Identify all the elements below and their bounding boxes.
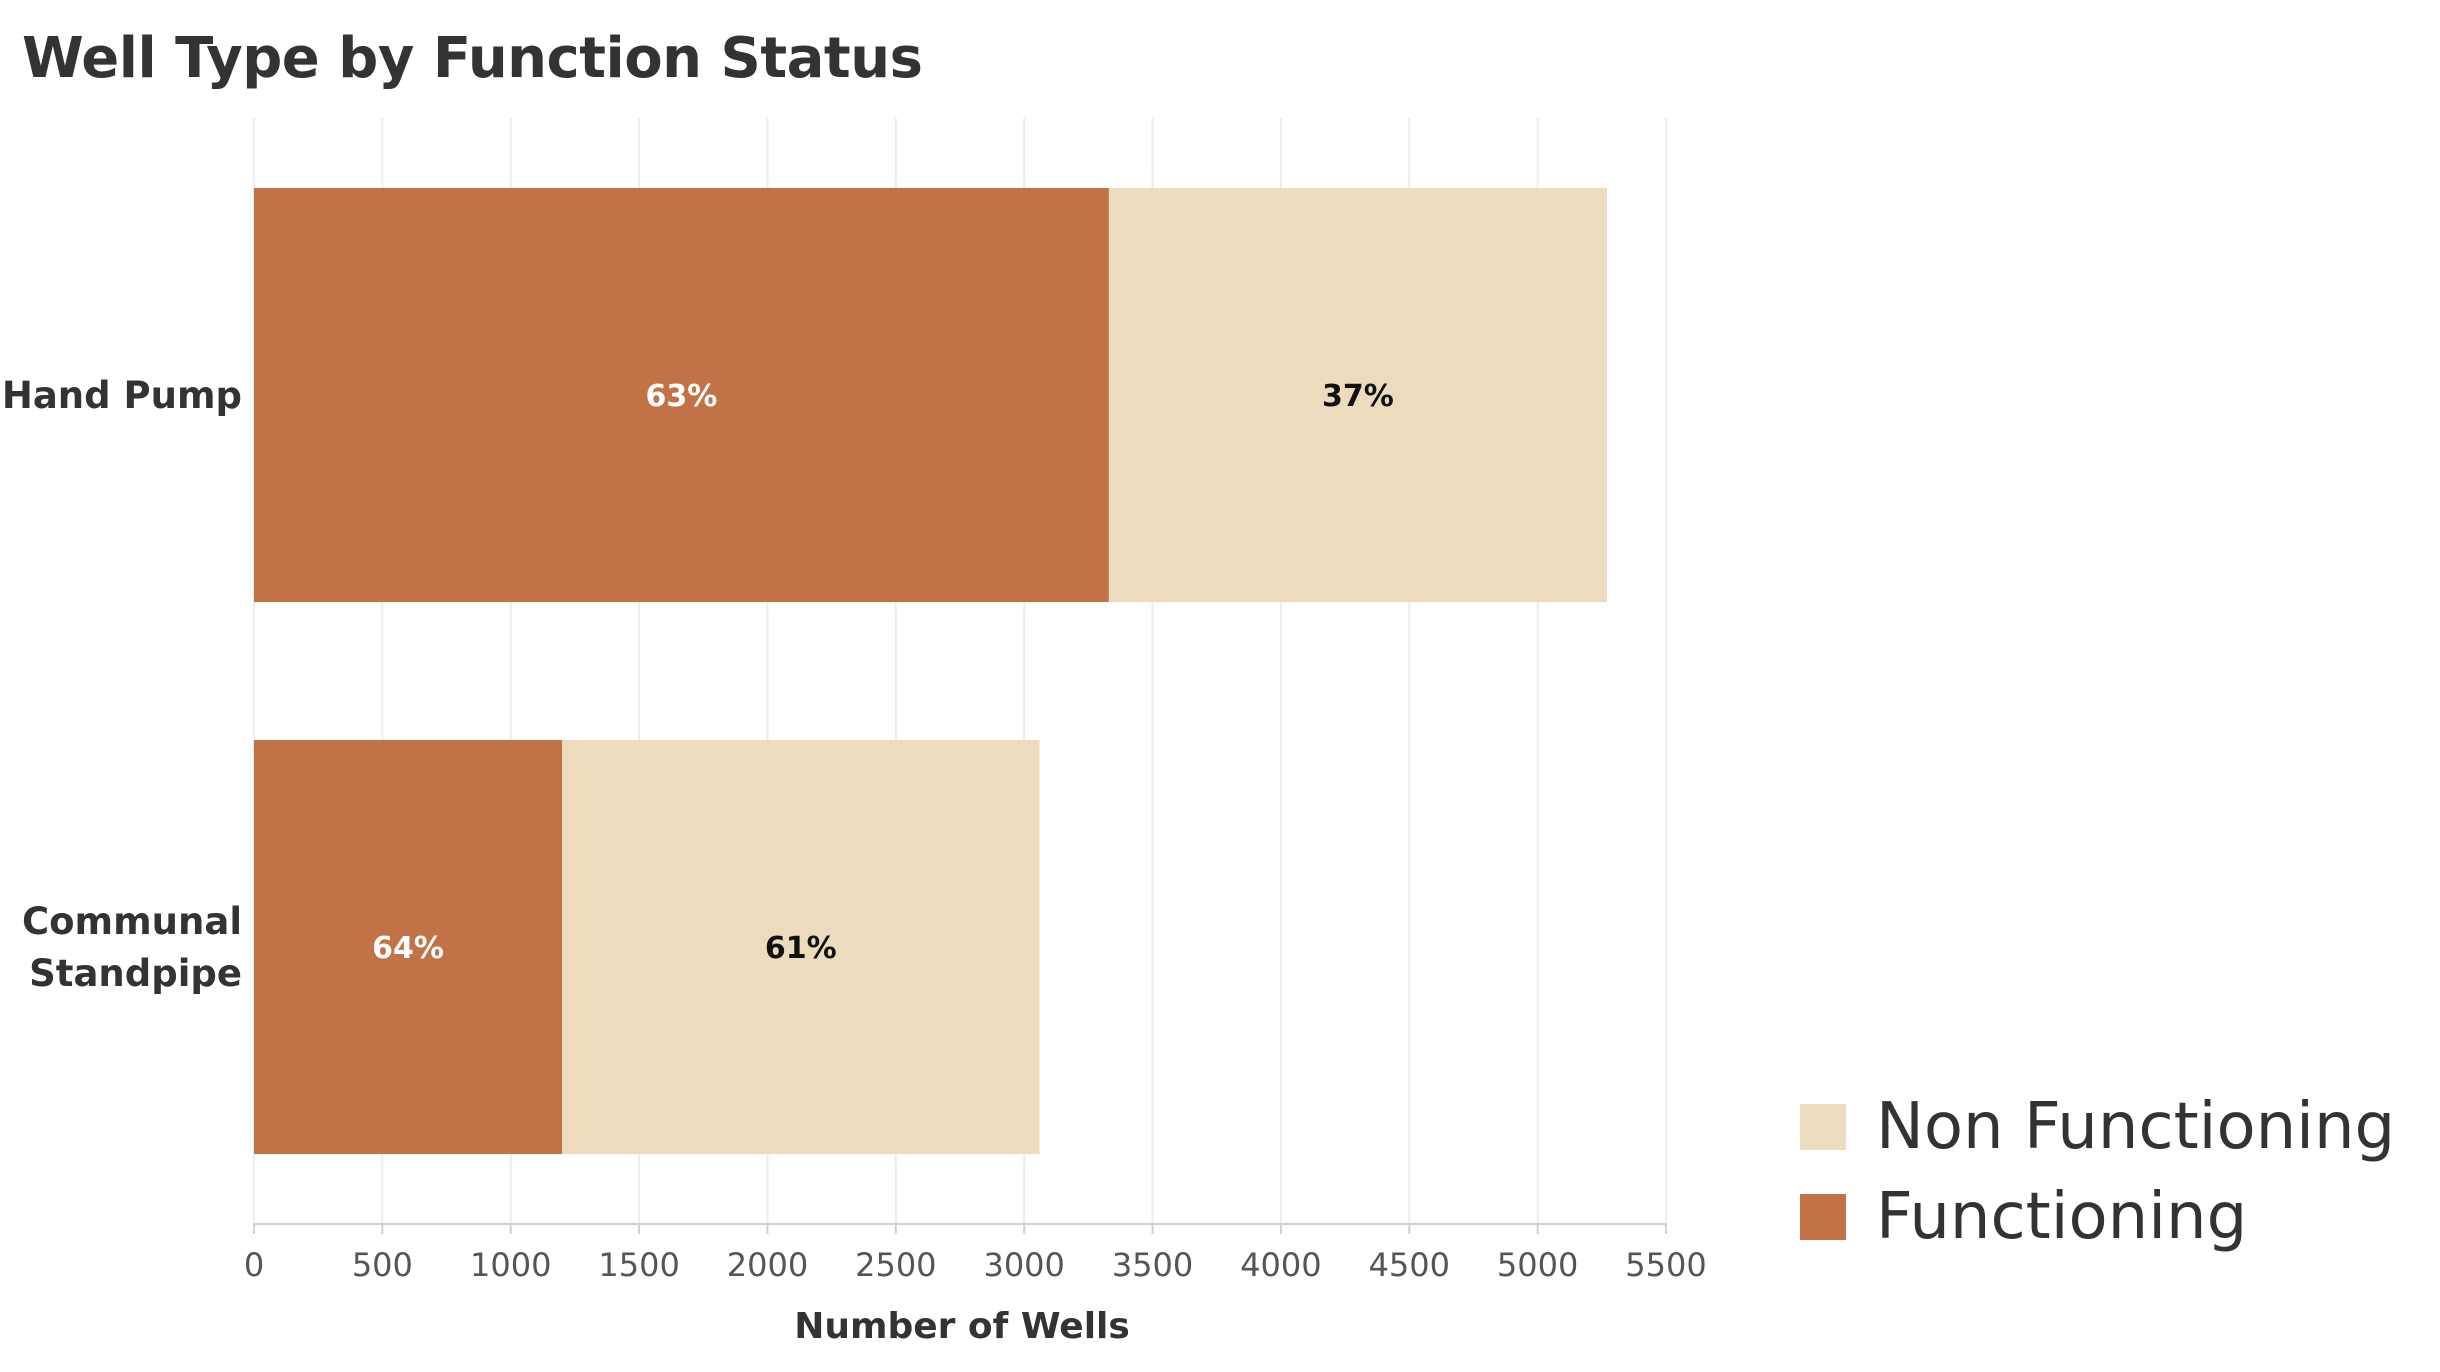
x-axis-title: Number of Wells bbox=[794, 1306, 1130, 1347]
y-axis: Hand Pump Communal Standpipe bbox=[2, 374, 242, 995]
x-tick-label: 0 bbox=[244, 1246, 264, 1284]
chart-title: Well Type by Function Status bbox=[22, 26, 923, 91]
x-axis: 0 500 1000 1500 2000 2500 3000 3500 4000 4500 5000… bbox=[244, 1223, 1707, 1284]
legend-swatch-functioning bbox=[1800, 1194, 1846, 1240]
legend-label-functioning: Functioning bbox=[1876, 1180, 2248, 1254]
x-tick-label: 4000 bbox=[1240, 1246, 1321, 1284]
bar-value-label: 37% bbox=[1322, 379, 1394, 414]
bars bbox=[254, 188, 1607, 1154]
bar-functioning[interactable] bbox=[254, 188, 1109, 602]
legend: Non Functioning Functioning bbox=[1800, 1082, 2395, 1262]
x-tick-label: 5000 bbox=[1497, 1246, 1578, 1284]
bar-value-label: 61% bbox=[765, 931, 837, 966]
x-tick-label: 4500 bbox=[1369, 1246, 1450, 1284]
bar-non-functioning[interactable] bbox=[562, 740, 1040, 1154]
y-category-label: Communal Standpipe bbox=[22, 900, 242, 995]
legend-swatch-non-functioning bbox=[1800, 1104, 1846, 1150]
bar-functioning[interactable] bbox=[254, 740, 563, 1154]
x-tick-label: 5500 bbox=[1625, 1246, 1706, 1284]
x-tick-label: 500 bbox=[352, 1246, 413, 1284]
legend-label-non-functioning: Non Functioning bbox=[1876, 1090, 2396, 1164]
x-tick-label: 3500 bbox=[1112, 1246, 1193, 1284]
bar-non-functioning[interactable] bbox=[1108, 188, 1607, 602]
x-tick-label: 1000 bbox=[470, 1246, 551, 1284]
x-tick-label: 3000 bbox=[983, 1246, 1064, 1284]
legend-item-functioning[interactable]: Functioning bbox=[1800, 1172, 2395, 1262]
x-tick-label: 2500 bbox=[855, 1246, 936, 1284]
bar-value-label: 64% bbox=[372, 931, 444, 966]
x-tick-label: 2000 bbox=[727, 1246, 808, 1284]
bar-labels: 63% 37% 64% 61% bbox=[372, 379, 1394, 966]
legend-item-non-functioning[interactable]: Non Functioning bbox=[1800, 1082, 2395, 1172]
y-category-label: Hand Pump bbox=[2, 374, 242, 417]
x-tick-label: 1500 bbox=[598, 1246, 679, 1284]
bar-value-label: 63% bbox=[646, 379, 718, 414]
